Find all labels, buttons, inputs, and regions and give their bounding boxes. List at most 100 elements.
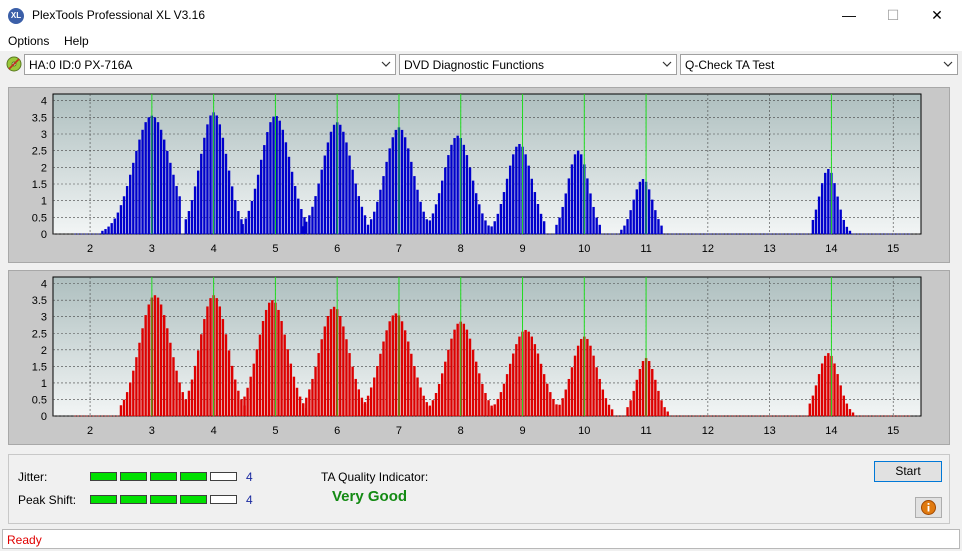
bar [227, 350, 231, 416]
jitter-meter-segment [120, 472, 147, 481]
bar [638, 181, 642, 234]
bar [278, 120, 281, 234]
bar [326, 316, 330, 416]
bar [382, 176, 385, 234]
bar [561, 398, 564, 416]
bar [465, 329, 469, 416]
test-select[interactable]: Q-Check TA Test [680, 54, 958, 75]
bar [410, 161, 413, 234]
bar [468, 338, 472, 416]
menu-options[interactable]: Options [8, 34, 50, 48]
function-select[interactable]: DVD Diagnostic Functions [399, 54, 677, 75]
bar [478, 204, 481, 234]
bar [484, 392, 487, 416]
bar [209, 298, 212, 416]
window-title: PlexTools Professional XL V3.16 [32, 8, 205, 22]
bar [385, 330, 388, 416]
bar [351, 169, 354, 234]
drive-select[interactable]: HA:0 ID:0 PX-716A [24, 54, 396, 75]
bar [536, 353, 540, 416]
bar [573, 154, 577, 234]
bar [169, 162, 172, 234]
bar [221, 137, 225, 234]
bar [311, 206, 314, 234]
bar [388, 148, 391, 234]
peak-shift-meter-segment [150, 495, 177, 504]
bar [247, 210, 251, 234]
bar [345, 339, 348, 416]
bar [125, 186, 129, 234]
menu-help[interactable]: Help [64, 34, 89, 48]
bar [369, 387, 373, 416]
bar [221, 319, 225, 416]
bar [234, 379, 237, 416]
x-tick-label: 11 [640, 243, 651, 255]
start-button[interactable]: Start [874, 461, 942, 482]
bar [187, 211, 191, 234]
bar [845, 226, 849, 234]
bar [240, 399, 243, 416]
bar [250, 200, 254, 234]
bar [607, 404, 611, 416]
bar [287, 156, 291, 234]
y-tick-label: 3 [41, 129, 47, 141]
bar [623, 225, 626, 234]
jitter-meter-segment [210, 472, 237, 481]
peak-shift-meter [90, 495, 240, 504]
drive-select-value: HA:0 ID:0 PX-716A [29, 58, 133, 72]
bar [419, 201, 422, 234]
bar [385, 161, 388, 234]
bar [132, 162, 135, 234]
bar [589, 193, 592, 234]
bar [297, 198, 300, 234]
bar [277, 309, 280, 416]
bar [269, 122, 272, 234]
bar [808, 403, 811, 416]
bar [499, 204, 503, 234]
bar [413, 366, 416, 416]
bar [354, 183, 357, 234]
bar [505, 178, 509, 234]
bar [206, 124, 209, 234]
bar [598, 378, 601, 416]
bar [530, 336, 533, 416]
close-icon[interactable]: ✕ [931, 7, 943, 23]
y-tick-label: 4 [41, 279, 47, 291]
bar [256, 174, 260, 234]
bar [230, 365, 234, 416]
bar [632, 390, 635, 416]
bar [320, 339, 323, 416]
bar [345, 142, 348, 234]
bar [125, 392, 129, 416]
x-tick-label: 7 [396, 243, 402, 255]
bar [360, 397, 364, 416]
bar [163, 139, 166, 234]
bar [159, 304, 163, 416]
bar [641, 361, 645, 416]
x-tick-label: 11 [640, 425, 651, 437]
bar [586, 178, 589, 234]
x-tick-label: 3 [149, 425, 155, 437]
bar [842, 395, 845, 416]
bar [592, 355, 595, 416]
x-tick-label: 8 [458, 425, 464, 437]
jitter-meter-segment [180, 472, 207, 481]
bar [567, 378, 571, 416]
maximize-icon[interactable]: ☐ [886, 7, 900, 23]
info-button[interactable] [915, 497, 942, 518]
bar [320, 169, 323, 234]
bar [351, 366, 354, 416]
bar [357, 389, 361, 416]
bar [444, 361, 447, 416]
bar [487, 225, 490, 234]
bar [261, 321, 265, 416]
bar [632, 199, 635, 234]
bar [196, 350, 200, 416]
bar [289, 363, 293, 416]
bar [332, 306, 336, 416]
bar [654, 379, 657, 416]
bar [172, 357, 175, 416]
minimize-icon[interactable]: — [842, 7, 856, 23]
bar [166, 150, 169, 234]
peak-shift-meter-segment [180, 495, 207, 504]
